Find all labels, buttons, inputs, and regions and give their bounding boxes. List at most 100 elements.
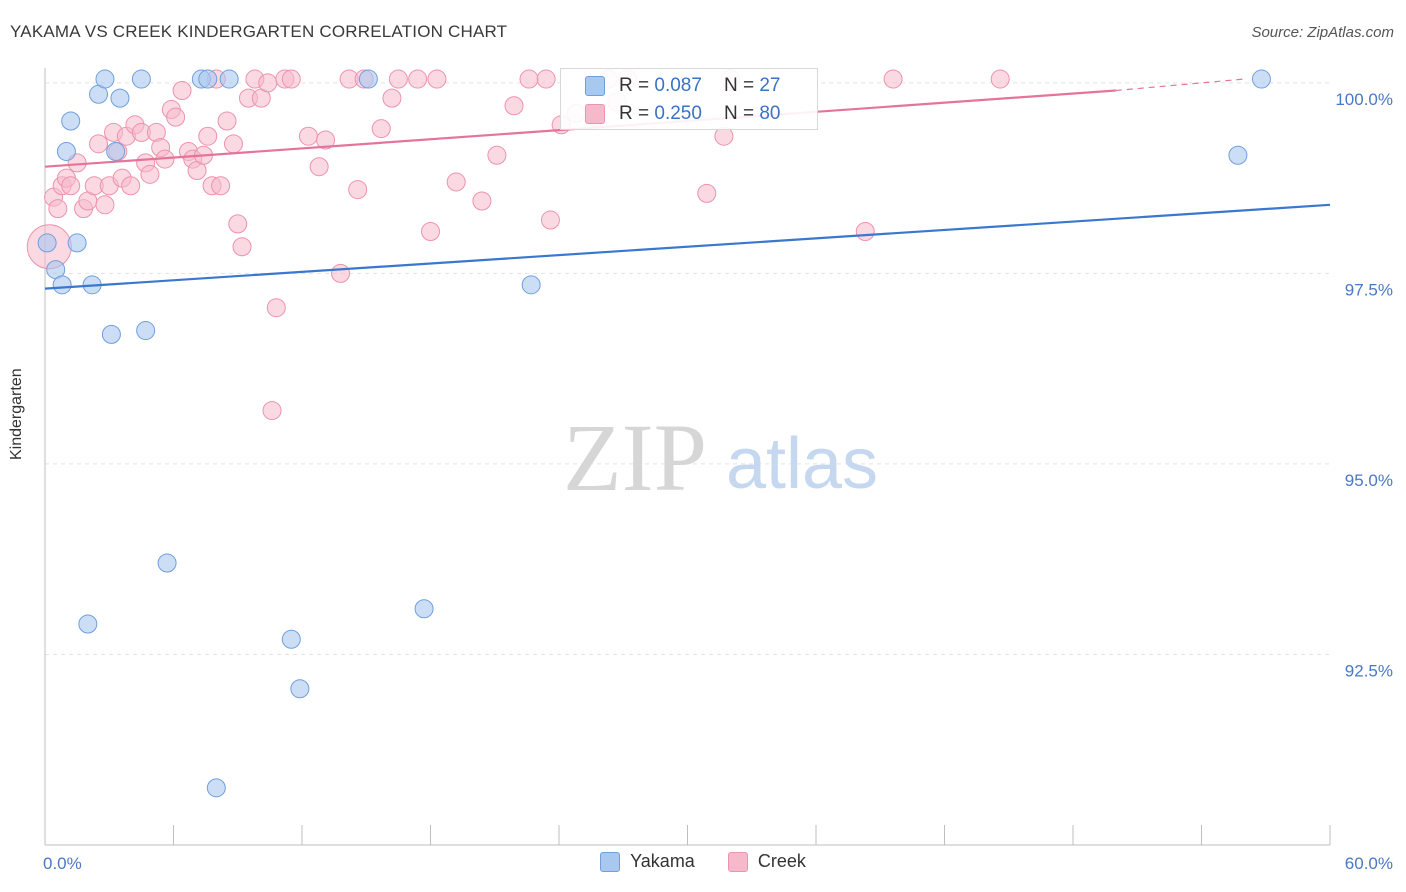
yakama-point [106, 141, 126, 161]
y-tick-label: 97.5% [1345, 280, 1393, 299]
yakama-point [95, 69, 115, 89]
creek-point [487, 145, 507, 165]
creek-point [262, 401, 282, 421]
creek-point [217, 111, 237, 131]
chart-title: YAKAMA VS CREEK KINDERGARTEN CORRELATION… [10, 22, 508, 41]
y-axis-label: Kindergarten [8, 368, 25, 460]
yakama-swatch [585, 76, 605, 96]
legend-item-yakama[interactable]: Yakama [600, 851, 695, 872]
yakama-point [1228, 145, 1248, 165]
yakama-point [67, 233, 87, 253]
legend-swatch-yakama [600, 851, 621, 872]
creek-point [140, 164, 160, 184]
creek-r-label: R = [619, 103, 650, 124]
creek-point [421, 221, 440, 241]
creek-swatch [585, 104, 605, 124]
yakama-point [521, 275, 541, 295]
yakama-point [281, 629, 301, 649]
creek-point [166, 107, 186, 127]
yakama-point [136, 321, 156, 341]
watermark-zip: ZIP [563, 404, 707, 511]
yakama-point [101, 324, 121, 344]
y-tick-label: 92.5% [1345, 661, 1393, 680]
creek-point [348, 180, 368, 200]
creek-point [298, 126, 318, 146]
creek-point [223, 134, 243, 154]
legend-item-creek[interactable]: Creek [727, 851, 806, 872]
legend: Yakama Creek [0, 851, 1406, 877]
creek-point [228, 214, 248, 234]
creek-point [408, 69, 428, 89]
creek-point [232, 237, 252, 257]
creek-point [316, 130, 336, 150]
yakama-point [110, 88, 130, 108]
creek-point [258, 73, 278, 93]
legend-label-yakama: Yakama [630, 851, 695, 871]
creek-point [382, 88, 402, 108]
stats-row-yakama: R = 0.087 N = 27 [585, 72, 780, 100]
creek-point [697, 183, 717, 203]
yakama-point [52, 275, 72, 295]
creek-point [172, 80, 192, 100]
creek-point [536, 69, 556, 89]
creek-point [855, 221, 875, 241]
creek-point [61, 176, 81, 196]
yakama-point [131, 69, 151, 89]
yakama-point [157, 553, 177, 573]
stats-legend-box: R = 0.087 N = 27 R = 0.250 N = 80 [560, 68, 818, 130]
yakama-n-label: N = [723, 75, 755, 96]
yakama-n-value: 27 [759, 75, 781, 96]
creek-point [990, 69, 1010, 89]
watermark-atlas: atlas [726, 424, 878, 504]
creek-point [48, 199, 68, 219]
creek-n-label: N = [723, 103, 755, 124]
yakama-point [414, 599, 434, 619]
creek-point [89, 134, 109, 154]
creek-r-value: 0.250 [654, 103, 702, 124]
creek-point [519, 69, 539, 89]
yakama-point [206, 778, 226, 798]
yakama-point [219, 69, 239, 89]
creek-point [883, 69, 903, 89]
creek-n-value: 80 [759, 103, 781, 124]
x-tick-label: 60.0% [1345, 854, 1393, 873]
y-tick-label: 100.0% [1335, 90, 1393, 109]
yakama-point [61, 111, 81, 131]
stats-row-creek: R = 0.250 N = 80 [585, 100, 780, 128]
legend-label-creek: Creek [757, 851, 806, 871]
source-label: Source: ZipAtlas.com [1251, 24, 1394, 41]
creek-points [26, 69, 1010, 421]
watermark: ZIP atlas [563, 404, 878, 511]
creek-point [121, 176, 141, 196]
creek-point [371, 119, 391, 139]
creek-point [198, 126, 218, 146]
creek-point [281, 69, 301, 89]
creek-trend-extension [1115, 78, 1245, 92]
legend-swatch-creek [727, 851, 748, 872]
yakama-point [198, 69, 218, 89]
yakama-point [56, 141, 76, 161]
creek-point [309, 157, 329, 177]
yakama-r-label: R = [619, 75, 650, 96]
grid-lines [45, 82, 1330, 655]
creek-point [540, 210, 560, 230]
creek-point [388, 69, 408, 89]
y-tick-label: 95.0% [1345, 471, 1393, 490]
x-tick-label: 0.0% [43, 854, 82, 873]
yakama-trend-line [44, 203, 1331, 290]
creek-point [446, 172, 466, 192]
creek-point [95, 195, 115, 215]
creek-point [472, 191, 492, 211]
yakama-point [290, 679, 310, 699]
yakama-points [37, 69, 1271, 798]
creek-point [504, 96, 524, 116]
yakama-point [1251, 69, 1271, 89]
yakama-point [358, 69, 378, 89]
creek-point [331, 263, 351, 283]
creek-point [266, 298, 286, 318]
creek-point [427, 69, 447, 89]
yakama-r-value: 0.087 [654, 75, 702, 96]
creek-point [211, 176, 231, 196]
yakama-point [37, 233, 57, 253]
